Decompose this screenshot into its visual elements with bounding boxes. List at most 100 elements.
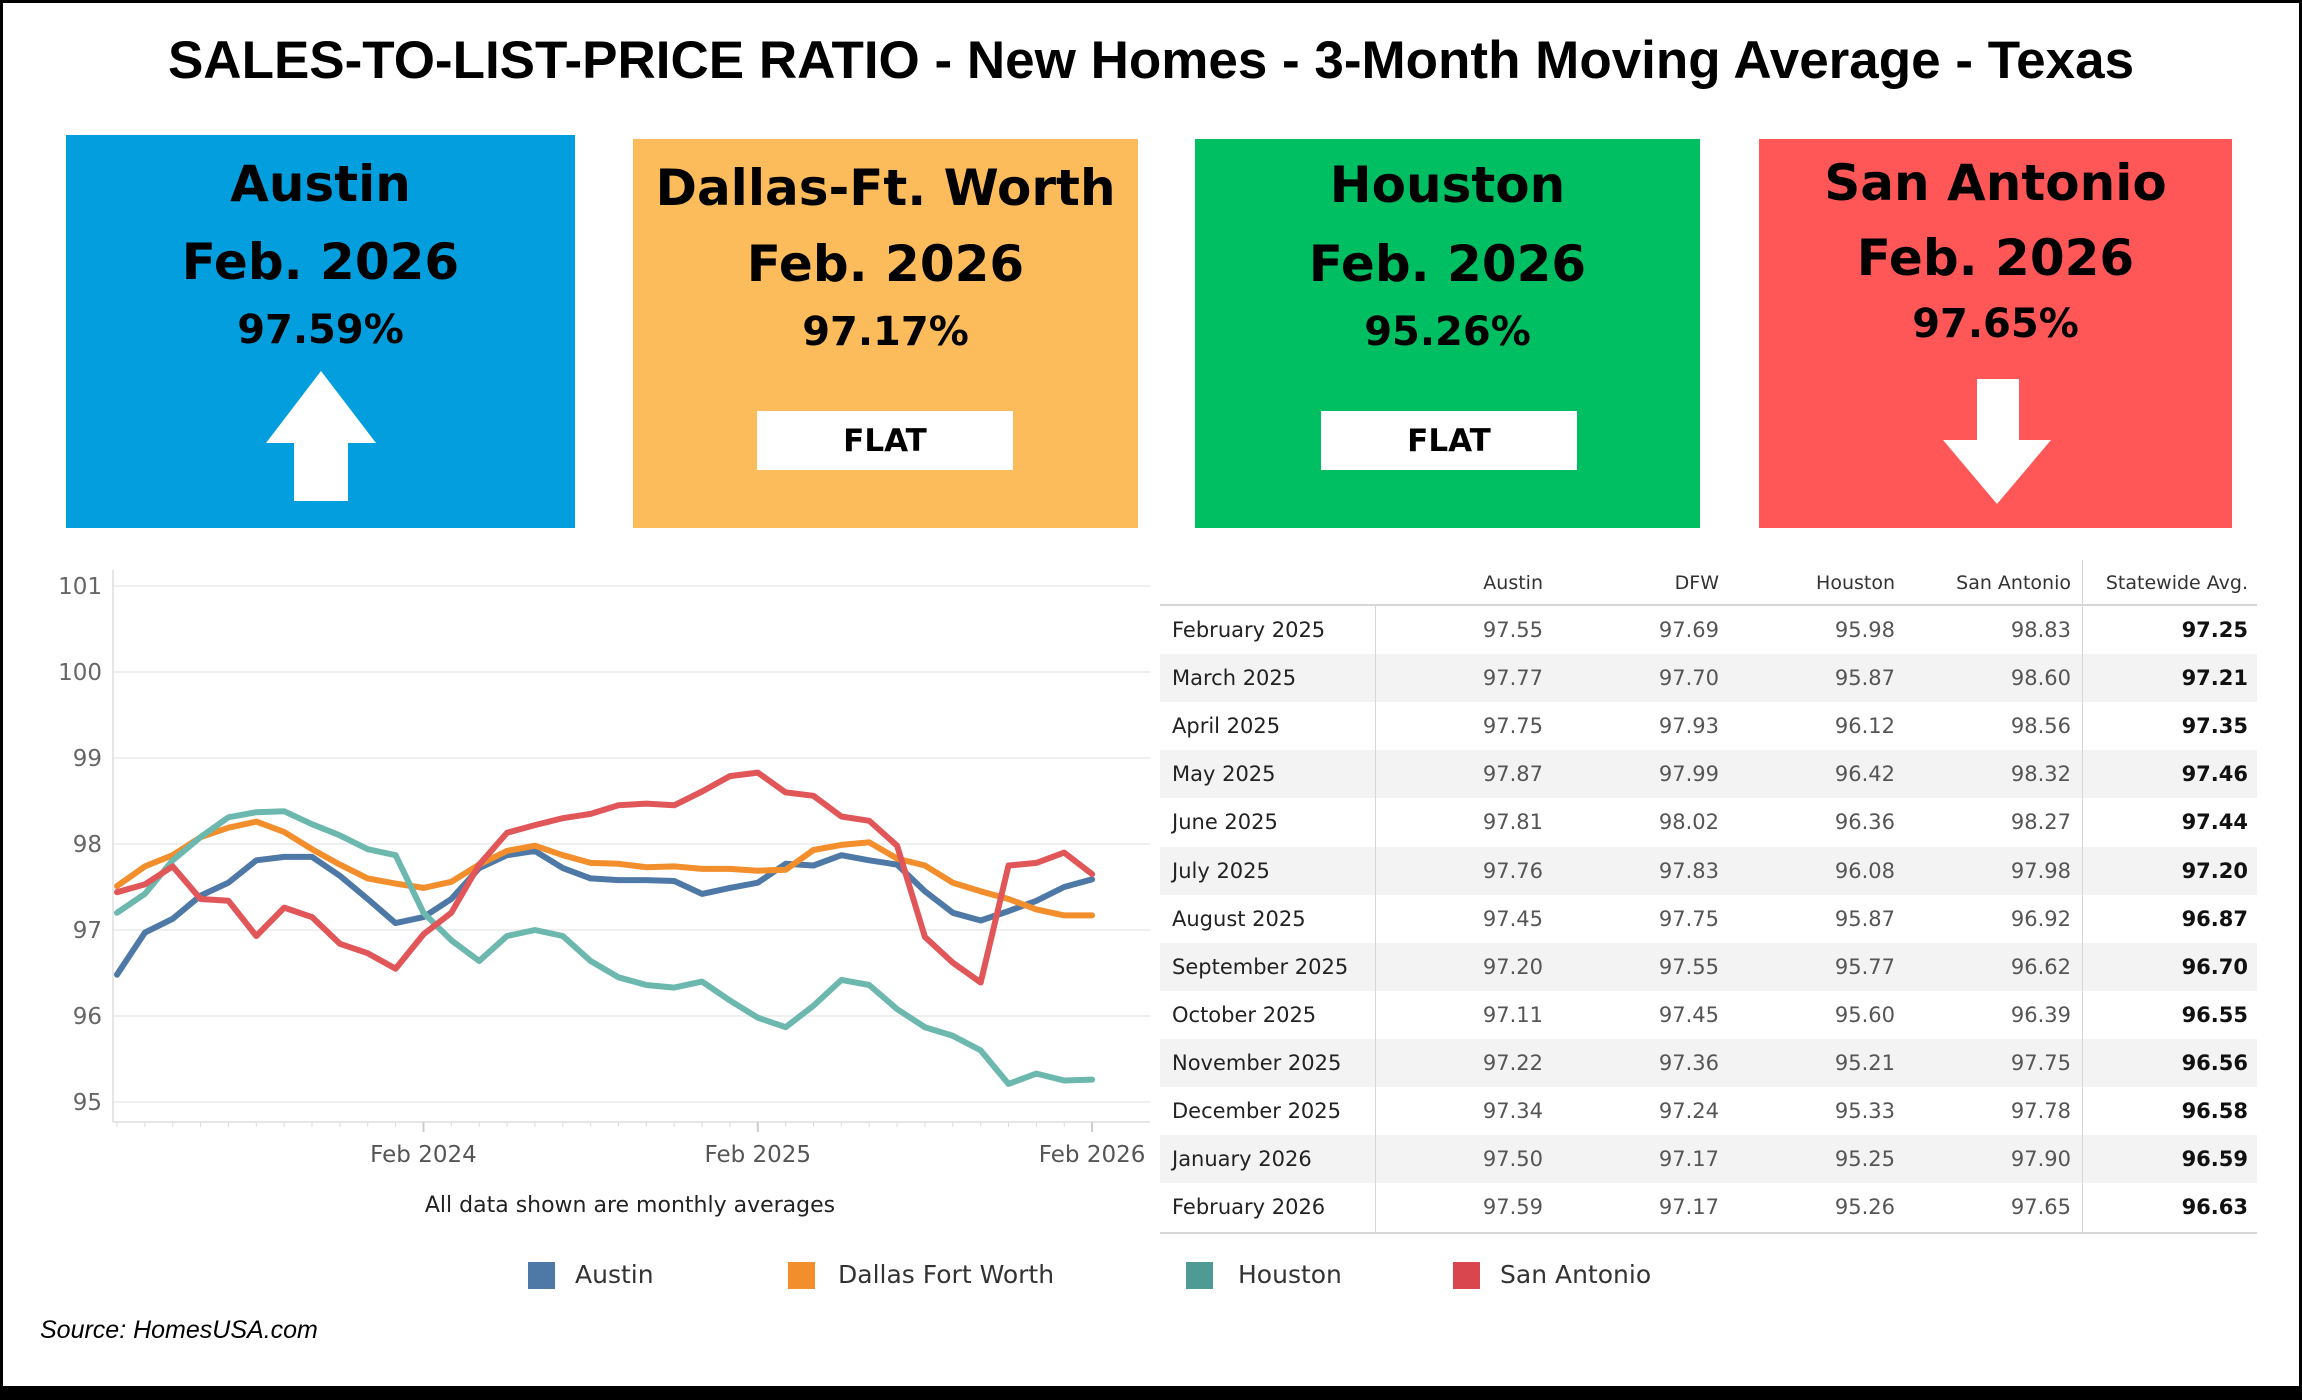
table-cell: 98.83 <box>2010 618 2071 642</box>
table-cell: 97.55 <box>1482 618 1543 642</box>
table-row: February 2025 97.55 97.69 95.98 98.83 97.25 <box>1160 606 2257 654</box>
page-title: SALES-TO-LIST-PRICE RATIO - New Homes - … <box>167 31 2135 90</box>
chart-caption: All data shown are monthly averages <box>424 1193 836 1218</box>
legend-label-austin: Austin <box>575 1260 654 1289</box>
card-percent: 97.59% <box>237 307 404 353</box>
table-cell: 97.90 <box>2010 1147 2071 1172</box>
card-city: San Antonio <box>1824 154 2167 212</box>
table-cell: 95.25 <box>1834 1147 1895 1172</box>
table-cell: 97.44 <box>2181 810 2248 835</box>
legend-swatch-dallas-fort-worth <box>788 1262 815 1289</box>
y-tick-label: 101 <box>58 574 102 600</box>
table-cell: 96.62 <box>2010 954 2071 979</box>
table-cell: 97.78 <box>2010 1099 2071 1123</box>
series-line-austin <box>114 847 1096 978</box>
table-cell: 98.02 <box>1658 810 1719 835</box>
card-dallas-ft-worth: Dallas-Ft. Worth Feb. 2026 97.17% FLAT <box>633 139 1138 528</box>
table-cell: 97.20 <box>2181 858 2248 883</box>
table-cell: 97.75 <box>1482 714 1543 739</box>
table-cell: 97.24 <box>1658 1099 1719 1123</box>
series-line-houston <box>114 808 1096 1087</box>
column-header: Statewide Avg. <box>2105 572 2248 594</box>
table-cell: 97.75 <box>2010 1050 2071 1075</box>
column-header: Houston <box>1816 572 1895 594</box>
card-houston: Houston Feb. 2026 95.26% FLAT <box>1195 139 1700 528</box>
table-cell: 95.87 <box>1834 906 1895 931</box>
column-divider <box>1375 606 1376 1232</box>
table-cell: 96.08 <box>1834 858 1895 883</box>
x-tick-label: Feb 2026 <box>1039 1142 1146 1168</box>
table-cell: 96.55 <box>2181 1002 2248 1027</box>
card-city: Austin <box>230 155 411 213</box>
card-city: Houston <box>1329 156 1566 214</box>
table-cell: 97.70 <box>1658 666 1719 691</box>
card-percent: 97.65% <box>1912 301 2079 347</box>
row-label: September 2025 <box>1172 954 1349 979</box>
table-cell: 96.63 <box>2181 1195 2248 1220</box>
row-label: December 2025 <box>1172 1099 1342 1123</box>
table-cell: 95.60 <box>1834 1002 1895 1027</box>
row-label: October 2025 <box>1172 1002 1317 1027</box>
y-tick-label: 100 <box>58 660 102 686</box>
card-date: Feb. 2026 <box>1308 235 1587 293</box>
row-label: March 2025 <box>1172 666 1297 691</box>
table-cell: 97.45 <box>1482 906 1543 931</box>
card-austin: Austin Feb. 2026 97.59% <box>66 135 575 528</box>
table-row: December 2025 97.34 97.24 95.33 97.78 96.58 <box>1160 1087 2257 1135</box>
table-cell: 96.39 <box>2010 1002 2071 1027</box>
table-cell: 96.56 <box>2181 1050 2248 1075</box>
table-cell: 95.87 <box>1834 666 1895 691</box>
arrow-up-icon <box>266 371 376 501</box>
table-row: April 2025 97.75 97.93 96.12 98.56 97.35 <box>1160 702 2257 750</box>
y-tick-label: 95 <box>73 1090 102 1116</box>
y-tick-label: 96 <box>73 1004 102 1030</box>
table-cell: 97.99 <box>1658 762 1719 787</box>
table-row: August 2025 97.45 97.75 95.87 96.92 96.87 <box>1160 895 2257 943</box>
table-cell: 96.42 <box>1834 762 1895 787</box>
table-cell: 97.75 <box>1658 906 1719 931</box>
table-cell: 96.58 <box>2181 1099 2248 1123</box>
column-header: DFW <box>1674 572 1719 594</box>
table-row: February 2026 97.59 97.17 95.26 97.65 96.63 <box>1160 1183 2257 1231</box>
table-cell: 96.87 <box>2181 906 2248 931</box>
table-cell: 98.56 <box>2010 714 2071 739</box>
table-cell: 97.36 <box>1658 1050 1719 1075</box>
table-cell: 96.12 <box>1834 714 1895 739</box>
table-cell: 97.81 <box>1482 810 1543 835</box>
table-cell: 95.33 <box>1834 1099 1895 1123</box>
table-bottom-line <box>1160 1232 2257 1234</box>
column-header: Austin <box>1483 572 1543 594</box>
table-cell: 97.59 <box>1482 1195 1543 1220</box>
table-cell: 97.20 <box>1482 954 1543 979</box>
table-cell: 95.26 <box>1834 1195 1895 1220</box>
table-row: October 2025 97.11 97.45 95.60 96.39 96.55 <box>1160 991 2257 1039</box>
table-row: September 2025 97.20 97.55 95.77 96.62 96.70 <box>1160 942 2257 991</box>
card-city: Dallas-Ft. Worth <box>655 159 1116 217</box>
table-cell: 95.77 <box>1834 954 1895 979</box>
table-cell: 97.50 <box>1482 1147 1543 1172</box>
card-percent: 95.26% <box>1364 309 1531 355</box>
table-cell: 98.32 <box>2010 762 2071 787</box>
table-cell: 97.17 <box>1658 1195 1719 1220</box>
legend-swatch-houston <box>1186 1262 1213 1289</box>
column-divider <box>2082 560 2083 1232</box>
table-cell: 97.25 <box>2181 618 2248 642</box>
table-row: November 2025 97.22 97.36 95.21 97.75 96.56 <box>1160 1038 2257 1087</box>
legend-label-dallas-fort-worth: Dallas Fort Worth <box>838 1260 1055 1289</box>
legend-swatch-san-antonio <box>1453 1262 1480 1289</box>
flat-badge: FLAT <box>757 411 1013 470</box>
table-cell: 97.17 <box>1658 1147 1719 1172</box>
table-cell: 97.45 <box>1658 1002 1719 1027</box>
line-chart: 101 100 99 98 97 96 95 Feb 2024 Feb 2025 Feb 2026 <box>58 570 1150 1168</box>
table-cell: 96.59 <box>2181 1147 2248 1172</box>
row-label: February 2026 <box>1172 1195 1326 1220</box>
table-cell: 98.60 <box>2010 666 2071 691</box>
legend-label-san-antonio: San Antonio <box>1500 1260 1652 1289</box>
y-tick-label: 99 <box>73 746 102 772</box>
series-line-san-antonio <box>114 769 1096 986</box>
table-cell: 97.11 <box>1482 1002 1543 1027</box>
table-cell: 97.98 <box>2010 858 2071 883</box>
legend-label-houston: Houston <box>1238 1260 1342 1289</box>
row-label: February 2025 <box>1172 618 1326 642</box>
table-cell: 96.92 <box>2010 906 2071 931</box>
